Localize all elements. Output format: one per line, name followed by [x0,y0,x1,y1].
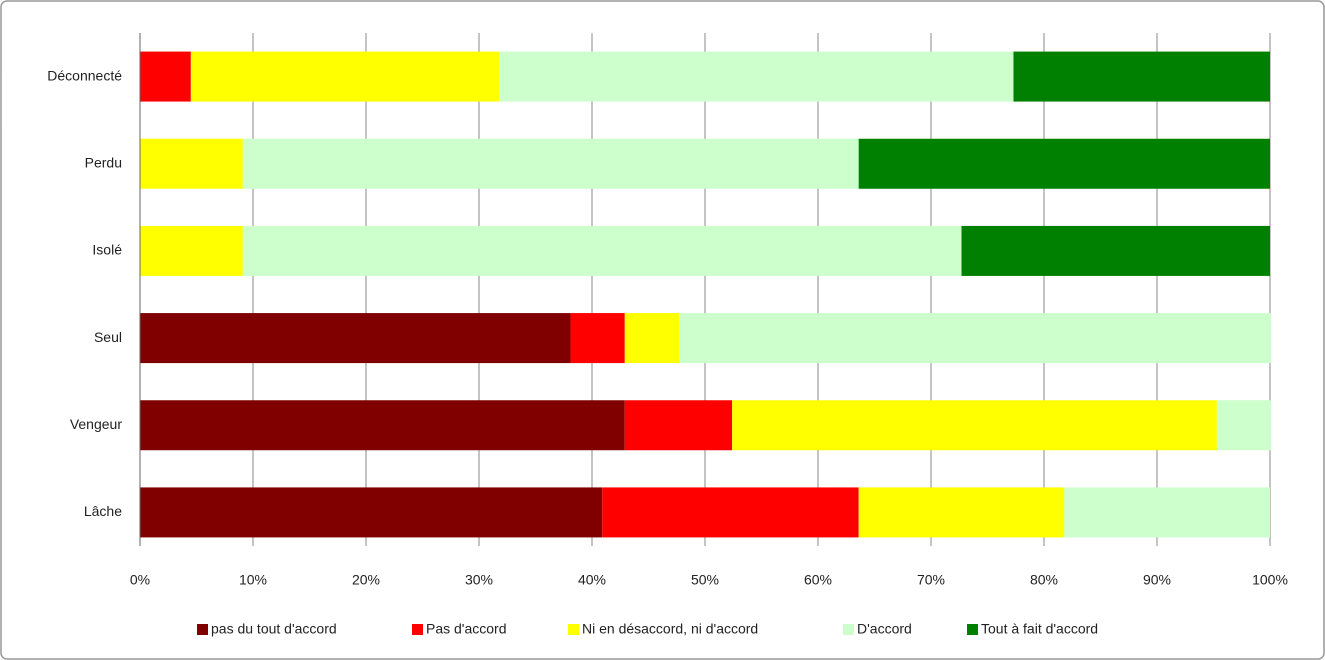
bar-segment [602,487,859,538]
legend-label: pas du tout d'accord [211,621,337,637]
y-tick-label: Vengeur [70,416,122,432]
x-tick-label: 70% [917,572,945,588]
x-tick-label: 90% [1143,572,1171,588]
bar-segment [242,138,859,189]
y-tick-label: Perdu [85,154,122,170]
bar-segment [242,225,962,276]
x-tick-label: 80% [1030,572,1058,588]
y-tick-label: Seul [94,329,122,345]
bar-segment [1064,487,1270,538]
bar-segment [140,400,625,451]
bar-segment [732,400,1217,451]
x-tick-label: 10% [239,572,267,588]
x-tick-label: 0% [130,572,150,588]
y-tick-label: Déconnecté [47,67,122,83]
x-tick-label: 50% [691,572,719,588]
legend-label: Tout à fait d'accord [981,621,1098,637]
legend-swatch [197,624,208,635]
bar-segment [679,313,1272,364]
bar-segment [140,487,603,538]
x-tick-label: 40% [578,572,606,588]
legend-label: D'accord [857,621,912,637]
bar-segment [140,51,191,102]
bar-segment [858,138,1270,189]
legend-label: Ni en désaccord, ni d'accord [582,621,758,637]
bar-segment [190,51,500,102]
bar-segment [624,313,680,364]
legend-swatch [568,624,579,635]
x-tick-label: 30% [465,572,493,588]
bar-segment [140,138,243,189]
bar-segment [140,313,571,364]
bar-segment [858,487,1065,538]
bar-segment [624,400,733,451]
bar-segment [499,51,1014,102]
bar-segment [570,313,625,364]
x-tick-label: 60% [804,572,832,588]
legend-swatch [967,624,978,635]
legend-swatch [843,624,854,635]
bar-segment [1013,51,1270,102]
legend-label: Pas d'accord [426,621,507,637]
y-tick-label: Isolé [92,242,122,258]
bar-segment [1216,400,1272,451]
bar-segment [140,225,243,276]
y-tick-label: Lâche [84,503,122,519]
legend-swatch [412,624,423,635]
bar-segment [961,225,1270,276]
x-tick-label: 100% [1252,572,1288,588]
x-tick-label: 20% [352,572,380,588]
